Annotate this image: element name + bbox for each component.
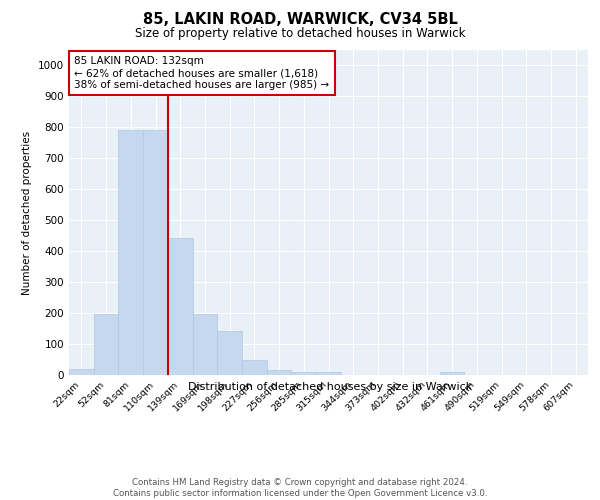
Bar xyxy=(94,314,118,375)
Bar xyxy=(242,360,267,375)
Text: 85, LAKIN ROAD, WARWICK, CV34 5BL: 85, LAKIN ROAD, WARWICK, CV34 5BL xyxy=(143,12,457,28)
Bar xyxy=(267,370,292,375)
Bar xyxy=(316,372,341,375)
Text: Distribution of detached houses by size in Warwick: Distribution of detached houses by size … xyxy=(188,382,472,392)
Bar xyxy=(193,314,217,375)
Text: 85 LAKIN ROAD: 132sqm
← 62% of detached houses are smaller (1,618)
38% of semi-d: 85 LAKIN ROAD: 132sqm ← 62% of detached … xyxy=(74,56,329,90)
Y-axis label: Number of detached properties: Number of detached properties xyxy=(22,130,32,294)
Bar xyxy=(168,238,193,375)
Bar xyxy=(292,372,316,375)
Text: Contains HM Land Registry data © Crown copyright and database right 2024.
Contai: Contains HM Land Registry data © Crown c… xyxy=(113,478,487,498)
Bar xyxy=(69,370,94,375)
Bar xyxy=(143,130,168,375)
Bar xyxy=(118,130,143,375)
Text: Size of property relative to detached houses in Warwick: Size of property relative to detached ho… xyxy=(135,28,465,40)
Bar xyxy=(217,330,242,375)
Bar xyxy=(440,372,464,375)
